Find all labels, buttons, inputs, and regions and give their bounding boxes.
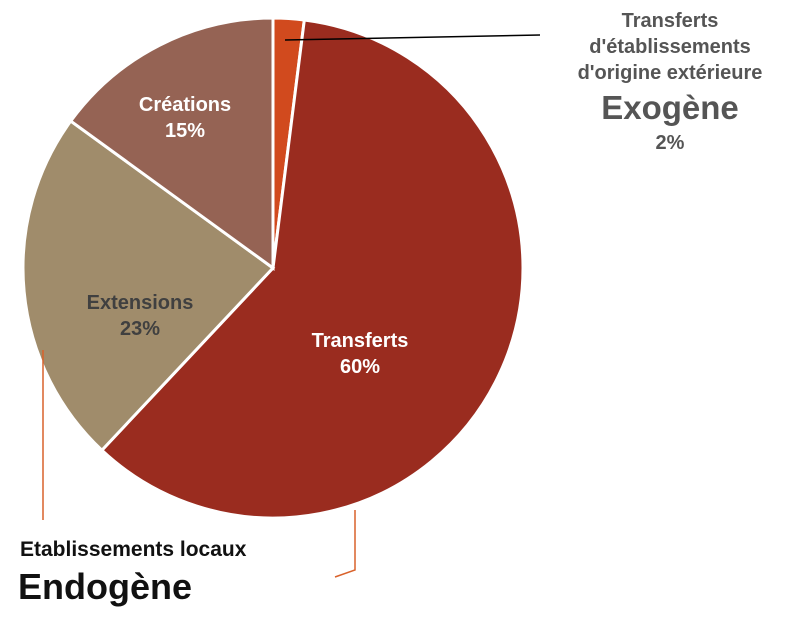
bracket-line: [334, 510, 356, 578]
exogene-label: Transferts d'établissements d'origine ex…: [575, 8, 765, 156]
value-label: 60%: [339, 356, 381, 378]
leader-line: [284, 34, 541, 41]
category-label: Créations: [138, 94, 232, 116]
group-label: Etablissements locaux: [20, 538, 247, 561]
category-label: Extensions: [86, 292, 194, 314]
pie-slice: [68, 16, 275, 271]
slices: [21, 16, 525, 520]
slice-label: Extensions 23%: [87, 290, 194, 342]
value-label: 23%: [119, 318, 161, 340]
value-label: 2%: [655, 132, 685, 154]
pie-slice: [21, 118, 276, 453]
pie-slice: [99, 18, 525, 520]
slice-label: Transferts 60%: [312, 328, 409, 380]
category-label: Transferts d'établissements d'origine ex…: [577, 10, 763, 84]
group-label: Exogène: [601, 89, 739, 126]
category-label: Transferts: [311, 330, 409, 352]
group-label: Endogène: [18, 566, 193, 607]
slice-label: Créations 15%: [139, 92, 231, 144]
value-label: 15%: [164, 120, 206, 142]
